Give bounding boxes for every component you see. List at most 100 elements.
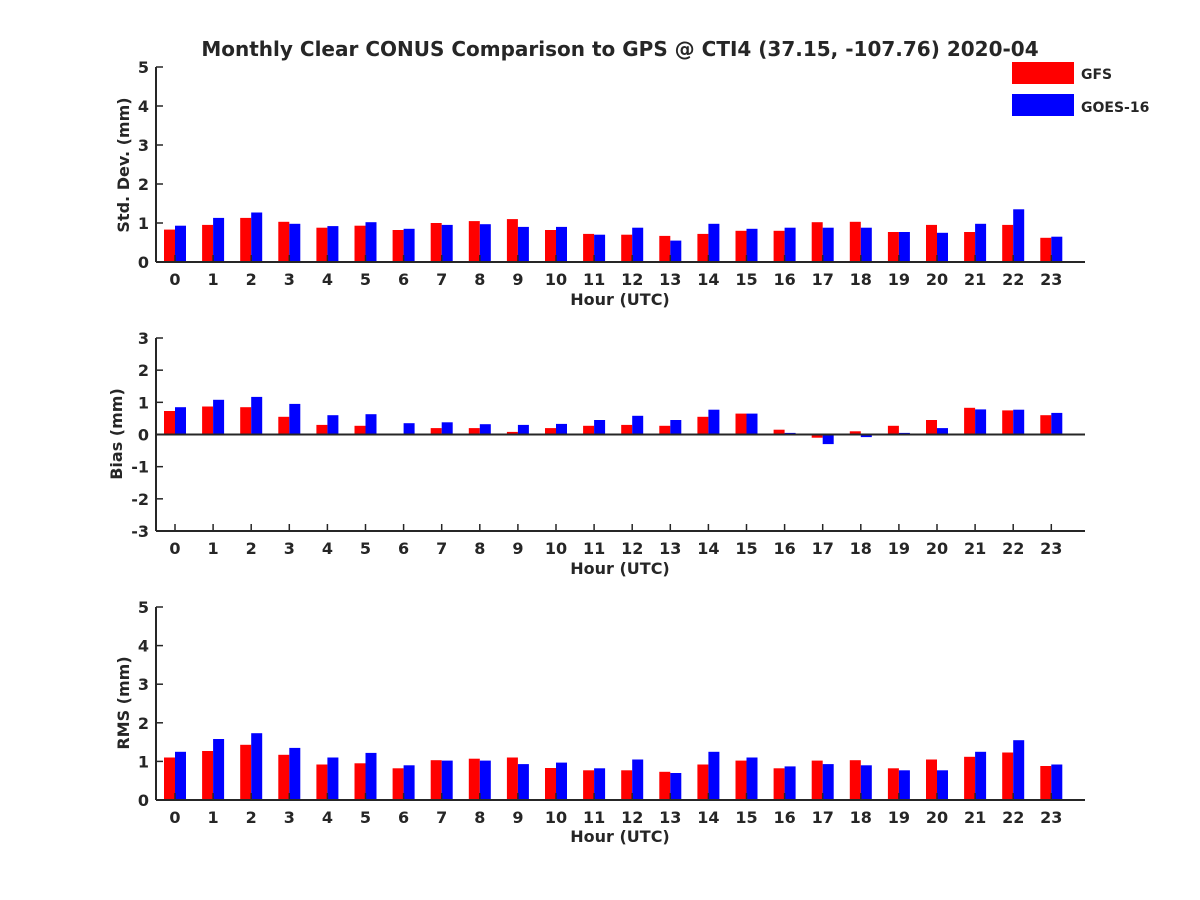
bar-goes16-hour-7 xyxy=(441,422,453,435)
bar-goes16-hour-23 xyxy=(1051,236,1063,262)
bar-gfs-hour-3 xyxy=(278,221,290,262)
bar-gfs-hour-19 xyxy=(887,232,899,262)
bar-gfs-hour-2 xyxy=(240,744,252,800)
bar-gfs-hour-8 xyxy=(468,221,480,262)
bar-goes16-hour-13 xyxy=(670,240,682,262)
x-tick-label: 15 xyxy=(735,808,757,827)
legend-swatch-goes xyxy=(1012,94,1074,116)
x-tick-label: 21 xyxy=(964,539,986,558)
x-tick-label: 2 xyxy=(246,270,257,289)
x-tick-label: 13 xyxy=(659,270,681,289)
bar-gfs-hour-2 xyxy=(240,217,252,262)
bar-goes16-hour-17 xyxy=(822,434,834,445)
bar-goes16-hour-9 xyxy=(517,424,529,435)
bar-gfs-hour-15 xyxy=(735,760,747,800)
legend: GFS GOES-16 xyxy=(1012,62,1149,116)
x-tick-label: 5 xyxy=(360,539,371,558)
x-tick-label: 1 xyxy=(208,539,219,558)
bar-goes16-hour-21 xyxy=(975,223,987,262)
x-tick-label: 12 xyxy=(621,539,643,558)
bar-gfs-hour-1 xyxy=(202,751,214,800)
x-tick-label: 19 xyxy=(888,270,910,289)
x-tick-label: 4 xyxy=(322,808,333,827)
bar-goes16-hour-0 xyxy=(175,751,186,801)
bar-goes16-hour-20 xyxy=(937,232,948,263)
x-tick-label: 14 xyxy=(697,808,719,827)
x-tick-label: 15 xyxy=(735,539,757,558)
bar-goes16-hour-14 xyxy=(708,409,720,435)
x-tick-label: 11 xyxy=(583,539,605,558)
bar-gfs-hour-7 xyxy=(430,428,442,435)
bar-goes16-hour-1 xyxy=(213,217,225,262)
x-tick-label: 3 xyxy=(284,539,295,558)
y-tick-label: 1 xyxy=(138,752,149,771)
bar-goes16-hour-6 xyxy=(403,228,415,262)
bar-goes16-hour-4 xyxy=(327,415,339,435)
x-tick-label: 11 xyxy=(583,270,605,289)
bar-goes16-hour-21 xyxy=(975,409,987,435)
x-tick-label: 4 xyxy=(322,539,333,558)
x-tick-label: 20 xyxy=(926,539,948,558)
bar-gfs-hour-17 xyxy=(811,760,823,800)
y-tick-label: 4 xyxy=(138,637,149,656)
bar-goes16-hour-18 xyxy=(860,227,872,262)
x-tick-label: 21 xyxy=(964,270,986,289)
bar-gfs-hour-20 xyxy=(926,224,937,262)
y-tick-label: 4 xyxy=(138,97,149,116)
x-tick-label: 17 xyxy=(812,808,834,827)
bar-gfs-hour-7 xyxy=(430,223,442,262)
x-tick-label: 6 xyxy=(398,539,409,558)
x-tick-label: 12 xyxy=(621,270,643,289)
bar-gfs-hour-5 xyxy=(354,763,366,800)
bar-gfs-hour-3 xyxy=(278,416,290,435)
bar-gfs-hour-18 xyxy=(849,431,861,435)
x-tick-label: 16 xyxy=(773,808,795,827)
bar-gfs-hour-6 xyxy=(392,768,404,800)
bar-goes16-hour-19 xyxy=(898,232,910,262)
bar-goes16-hour-22 xyxy=(1013,409,1025,435)
x-tick-label: 7 xyxy=(436,270,447,289)
y-tick-label: 0 xyxy=(138,426,149,445)
bar-gfs-hour-0 xyxy=(164,411,175,435)
bar-goes16-hour-8 xyxy=(479,424,491,435)
y-tick-label: 2 xyxy=(138,175,149,194)
x-tick-label: 6 xyxy=(398,270,409,289)
bar-goes16-hour-12 xyxy=(632,759,644,800)
bar-gfs-hour-16 xyxy=(773,768,785,800)
bar-goes16-hour-2 xyxy=(251,396,263,435)
y-tick-label: 3 xyxy=(138,136,149,155)
x-tick-label: 17 xyxy=(812,539,834,558)
bar-goes16-hour-5 xyxy=(365,752,377,800)
bar-gfs-hour-23 xyxy=(1040,766,1052,800)
bar-goes16-hour-23 xyxy=(1051,412,1063,435)
legend-label-goes: GOES-16 xyxy=(1081,100,1149,116)
y-tick-label: 2 xyxy=(138,714,149,733)
bar-gfs-hour-21 xyxy=(964,756,976,800)
bar-gfs-hour-16 xyxy=(773,230,785,262)
y-tick-label: -1 xyxy=(131,458,149,477)
bar-gfs-hour-10 xyxy=(545,768,556,800)
bar-goes16-hour-15 xyxy=(746,757,758,800)
xlabel-rms: Hour (UTC) xyxy=(570,827,670,846)
x-tick-label: 1 xyxy=(208,270,219,289)
bar-gfs-hour-20 xyxy=(926,759,937,800)
x-tick-label: 5 xyxy=(360,270,371,289)
bar-gfs-hour-0 xyxy=(164,229,175,262)
bar-goes16-hour-4 xyxy=(327,226,339,262)
bar-gfs-hour-11 xyxy=(583,770,595,800)
bar-goes16-hour-3 xyxy=(289,747,301,800)
bar-gfs-hour-9 xyxy=(506,219,518,262)
bar-gfs-hour-8 xyxy=(468,428,480,435)
x-tick-label: 3 xyxy=(284,270,295,289)
x-tick-label: 18 xyxy=(850,808,872,827)
bar-gfs-hour-2 xyxy=(240,407,252,435)
legend-swatch-gfs xyxy=(1012,62,1074,84)
bar-gfs-hour-12 xyxy=(621,424,633,435)
x-tick-label: 4 xyxy=(322,270,333,289)
y-tick-label: 2 xyxy=(138,361,149,380)
bar-gfs-hour-17 xyxy=(811,434,823,438)
bar-gfs-hour-12 xyxy=(621,770,633,800)
y-tick-label: 1 xyxy=(138,393,149,412)
